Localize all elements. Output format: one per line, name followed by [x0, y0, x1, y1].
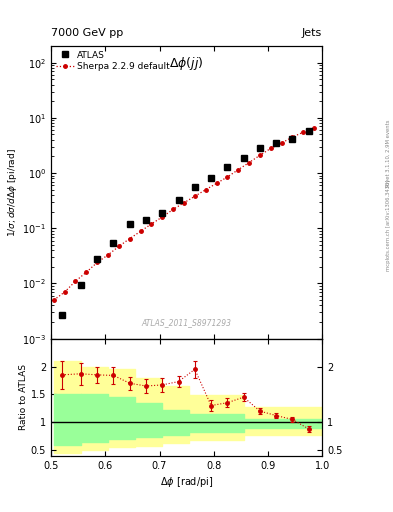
- Text: $\Delta\phi(jj)$: $\Delta\phi(jj)$: [169, 55, 204, 72]
- ATLAS: [111, 240, 116, 246]
- ATLAS: [160, 210, 165, 216]
- Text: 7000 GeV pp: 7000 GeV pp: [51, 28, 123, 38]
- ATLAS: [225, 164, 230, 170]
- Text: mcplots.cern.ch [arXiv:1306.3436]: mcplots.cern.ch [arXiv:1306.3436]: [386, 180, 391, 271]
- ATLAS: [127, 221, 132, 227]
- ATLAS: [209, 175, 213, 181]
- Text: Rivet 3.1.10, 2.9M events: Rivet 3.1.10, 2.9M events: [386, 120, 391, 187]
- Line: ATLAS: ATLAS: [59, 128, 312, 318]
- Y-axis label: Ratio to ATLAS: Ratio to ATLAS: [19, 364, 28, 430]
- Text: ATLAS_2011_S8971293: ATLAS_2011_S8971293: [141, 318, 232, 327]
- ATLAS: [176, 197, 181, 203]
- Y-axis label: $1/\sigma;d\sigma/d\Delta\phi$ [pi/rad]: $1/\sigma;d\sigma/d\Delta\phi$ [pi/rad]: [6, 148, 20, 237]
- ATLAS: [95, 255, 99, 262]
- ATLAS: [241, 155, 246, 161]
- ATLAS: [79, 282, 83, 288]
- ATLAS: [60, 312, 64, 318]
- ATLAS: [193, 184, 197, 190]
- Legend: ATLAS, Sherpa 2.2.9 default: ATLAS, Sherpa 2.2.9 default: [54, 49, 172, 73]
- ATLAS: [290, 136, 295, 142]
- Text: Jets: Jets: [302, 28, 322, 38]
- ATLAS: [144, 217, 149, 223]
- ATLAS: [307, 128, 311, 134]
- ATLAS: [257, 145, 262, 152]
- ATLAS: [274, 140, 279, 146]
- X-axis label: $\Delta\phi$ [rad/pi]: $\Delta\phi$ [rad/pi]: [160, 475, 213, 489]
